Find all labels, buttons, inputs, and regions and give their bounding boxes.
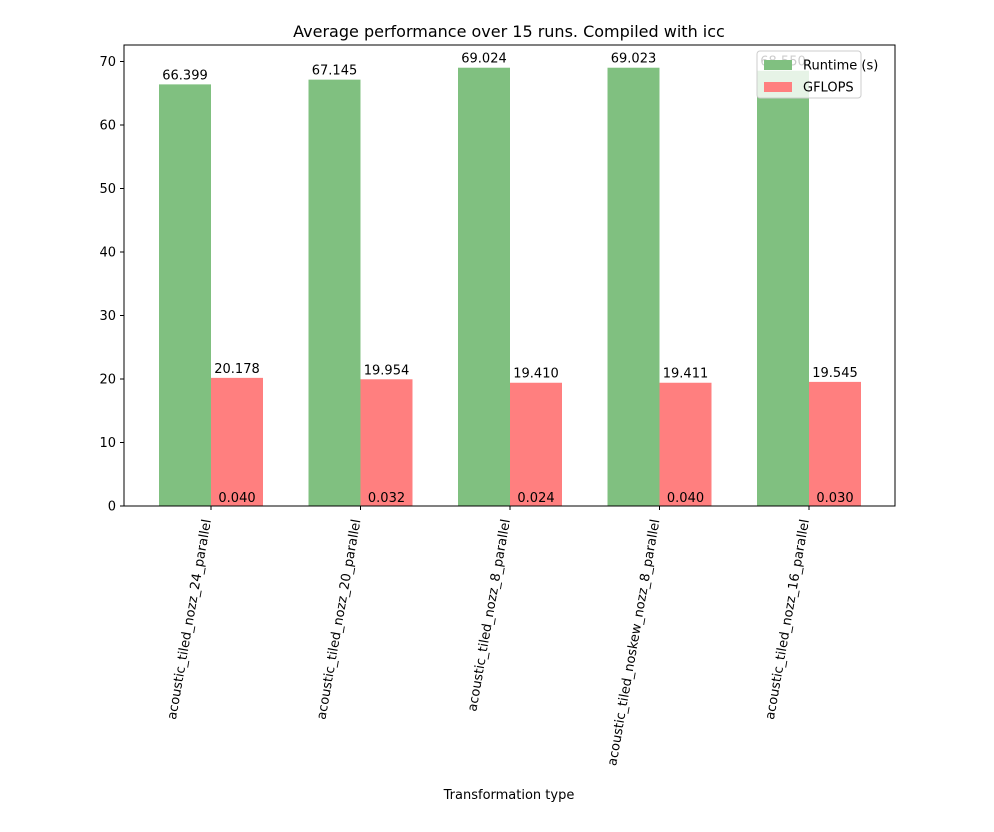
- y-tick-label-2: 20: [99, 373, 116, 388]
- bar-runtime-3: [607, 67, 660, 507]
- bar-value-label-gflops-0: 20.178: [214, 362, 260, 377]
- y-tick-label-5: 50: [99, 182, 116, 197]
- y-tick-label-4: 40: [99, 246, 116, 261]
- baseline-annotation-3: 0.040: [667, 491, 704, 506]
- bar-runtime-2: [458, 67, 510, 507]
- legend-label-gflops: GFLOPS: [803, 81, 854, 96]
- chart-title: Average performance over 15 runs. Compil…: [293, 22, 725, 41]
- bar-value-label-runtime-0: 66.399: [162, 68, 208, 83]
- baseline-annotation-1: 0.032: [368, 491, 405, 506]
- y-tick-label-6: 60: [99, 119, 116, 134]
- legend-label-runtime: Runtime (s): [803, 59, 878, 74]
- legend-swatch-gflops: [764, 82, 792, 92]
- bar-gflops-1: [360, 379, 413, 506]
- bar-gflops-3: [659, 382, 712, 506]
- bar-value-label-gflops-1: 19.954: [364, 363, 410, 378]
- bar-value-label-gflops-3: 19.411: [663, 367, 709, 382]
- bar-value-label-gflops-2: 19.410: [513, 367, 559, 382]
- y-tick-label-1: 10: [99, 436, 116, 451]
- x-axis-label: Transformation type: [443, 788, 575, 803]
- baseline-annotation-4: 0.030: [816, 491, 853, 506]
- legend-swatch-runtime: [764, 60, 792, 70]
- y-tick-label-3: 30: [99, 309, 116, 324]
- bar-value-label-runtime-1: 67.145: [312, 64, 358, 79]
- bar-value-label-gflops-4: 19.545: [812, 366, 858, 381]
- bar-value-label-runtime-2: 69.024: [461, 52, 507, 67]
- bar-runtime-4: [757, 70, 809, 506]
- bar-gflops-2: [510, 382, 562, 506]
- bar-runtime-0: [159, 84, 211, 507]
- baseline-annotation-0: 0.040: [218, 491, 255, 506]
- bar-gflops-0: [211, 377, 263, 506]
- y-tick-label-0: 0: [108, 500, 116, 515]
- y-tick-label-7: 70: [99, 55, 116, 70]
- bar-value-label-runtime-3: 69.023: [611, 52, 657, 67]
- baseline-annotation-2: 0.024: [517, 491, 554, 506]
- bar-runtime-1: [308, 79, 361, 507]
- bar-gflops-4: [809, 381, 861, 506]
